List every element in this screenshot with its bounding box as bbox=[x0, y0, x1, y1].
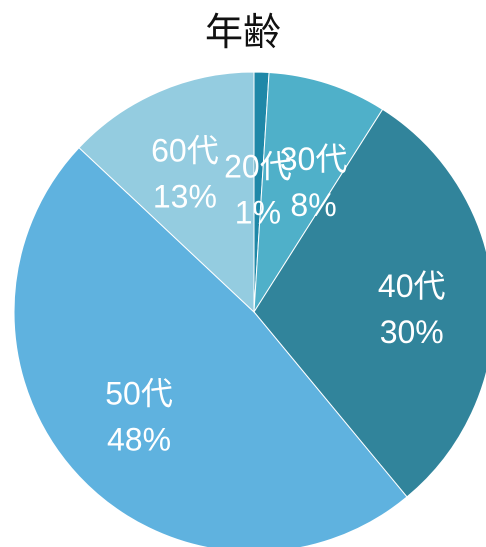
pie-slice-40代 bbox=[253, 108, 486, 498]
slice-category-label: 50代 bbox=[105, 376, 173, 412]
pie-slices bbox=[13, 71, 486, 547]
slice-category-label: 30代 bbox=[280, 141, 348, 177]
chart-title: 年齢 bbox=[204, 10, 281, 54]
slice-value-label: 30% bbox=[380, 314, 444, 350]
pie-slice-50代 bbox=[13, 147, 408, 547]
pie-slice-30代 bbox=[253, 71, 384, 313]
slice-value-label: 1% bbox=[235, 194, 281, 230]
slice-category-label: 20代 bbox=[224, 148, 292, 184]
pie-slice-60代 bbox=[78, 71, 255, 314]
slice-category-label: 60代 bbox=[151, 132, 219, 168]
slice-value-label: 13% bbox=[153, 178, 217, 214]
slice-value-label: 48% bbox=[107, 422, 171, 458]
slice-value-label: 8% bbox=[290, 187, 336, 223]
slice-category-label: 40代 bbox=[378, 268, 446, 304]
